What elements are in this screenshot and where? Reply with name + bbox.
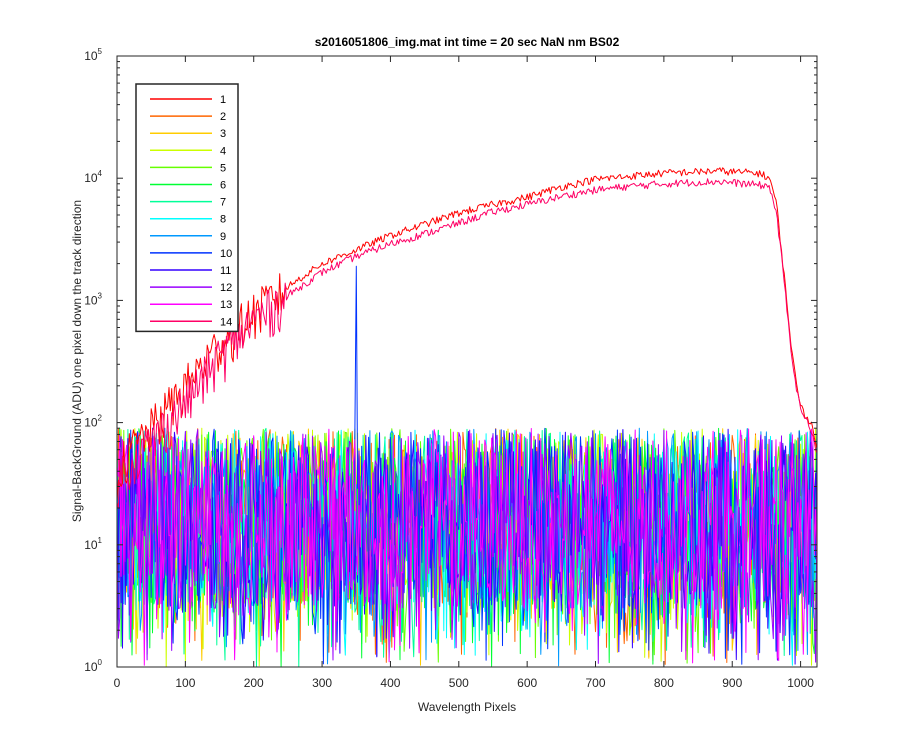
legend-label-10: 10 (220, 248, 232, 260)
chart-title: s2016051806_img.mat int time = 20 sec Na… (315, 35, 620, 49)
x-tick-label: 700 (586, 676, 606, 690)
series-line-13 (116, 428, 818, 666)
x-tick-label: 800 (654, 676, 674, 690)
y-tick-exponent: 3 (98, 291, 103, 300)
y-tick-label: 104 (84, 169, 102, 185)
x-tick-label: 200 (244, 676, 264, 690)
series-layer (116, 167, 818, 668)
y-tick-label: 100 (84, 658, 102, 674)
x-axis: 0 100 200 300 400 500 600 700 800 900 1000 (114, 56, 814, 690)
legend-label-8: 8 (220, 214, 226, 226)
y-tick-exponent: 5 (98, 47, 103, 56)
x-tick-label: 600 (517, 676, 537, 690)
legend-label-5: 5 (220, 162, 226, 174)
legend-label-1: 1 (220, 94, 226, 106)
legend-box (135, 83, 239, 333)
x-tick-label: 100 (175, 676, 195, 690)
legend-label-11: 11 (220, 265, 231, 277)
legend-label-6: 6 (220, 180, 226, 192)
series-line-1 (116, 167, 818, 502)
legend-label-13: 13 (220, 299, 232, 311)
x-tick-label: 1000 (787, 676, 814, 690)
y-axis-label: Signal-BackGround (ADU) one pixel down t… (70, 200, 84, 522)
legend-label-4: 4 (220, 145, 226, 157)
y-tick-exponent: 2 (98, 414, 103, 423)
x-tick-label: 300 (312, 676, 332, 690)
plot-frame (116, 55, 818, 668)
legend-label-12: 12 (220, 282, 232, 294)
y-tick-label: 101 (84, 536, 102, 552)
legend-label-14: 14 (220, 316, 232, 328)
legend-label-2: 2 (220, 111, 226, 123)
y-tick-label: 105 (84, 47, 102, 63)
legend-label-3: 3 (220, 128, 226, 140)
y-tick-exponent: 1 (98, 536, 103, 545)
y-tick-exponent: 4 (98, 169, 103, 178)
x-tick-label: 400 (380, 676, 400, 690)
x-tick-label: 500 (449, 676, 469, 690)
legend-label-9: 9 (220, 231, 226, 243)
x-tick-label: 900 (722, 676, 742, 690)
legend-label-7: 7 (220, 197, 226, 209)
x-axis-label: Wavelength Pixels (418, 700, 516, 714)
series-line-14 (116, 178, 818, 509)
y-tick-label: 103 (84, 291, 102, 307)
x-tick-label: 0 (114, 676, 121, 690)
y-tick-label: 102 (84, 414, 102, 430)
y-tick-exponent: 0 (98, 658, 103, 667)
